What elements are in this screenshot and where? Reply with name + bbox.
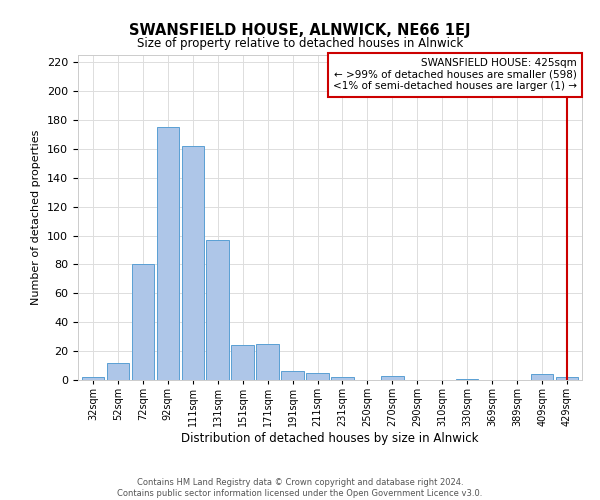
Text: Contains HM Land Registry data © Crown copyright and database right 2024.
Contai: Contains HM Land Registry data © Crown c…: [118, 478, 482, 498]
Bar: [281, 372, 304, 380]
Bar: [531, 374, 553, 380]
Bar: [456, 378, 478, 380]
Bar: [306, 373, 329, 380]
Bar: [82, 377, 104, 380]
Text: SWANSFIELD HOUSE, ALNWICK, NE66 1EJ: SWANSFIELD HOUSE, ALNWICK, NE66 1EJ: [129, 22, 471, 38]
X-axis label: Distribution of detached houses by size in Alnwick: Distribution of detached houses by size …: [181, 432, 479, 445]
Bar: [232, 346, 254, 380]
Bar: [131, 264, 154, 380]
Bar: [256, 344, 279, 380]
Bar: [331, 377, 354, 380]
Bar: [182, 146, 204, 380]
Y-axis label: Number of detached properties: Number of detached properties: [31, 130, 41, 305]
Bar: [206, 240, 229, 380]
Bar: [157, 127, 179, 380]
Text: Size of property relative to detached houses in Alnwick: Size of property relative to detached ho…: [137, 38, 463, 51]
Bar: [107, 362, 129, 380]
Text: SWANSFIELD HOUSE: 425sqm
← >99% of detached houses are smaller (598)
<1% of semi: SWANSFIELD HOUSE: 425sqm ← >99% of detac…: [333, 58, 577, 92]
Bar: [556, 377, 578, 380]
Bar: [381, 376, 404, 380]
